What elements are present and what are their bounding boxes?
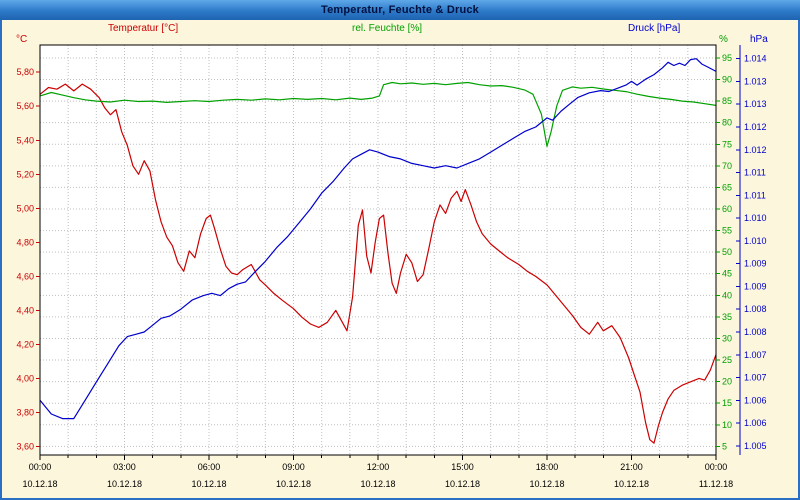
humidity-tick-label: 75 bbox=[722, 139, 732, 149]
humidity-tick-label: 20 bbox=[722, 377, 732, 387]
pressure-tick-label: 1.010 bbox=[744, 213, 767, 223]
pressure-tick-label: 1.010 bbox=[744, 236, 767, 246]
left-axis: 5,80 5,60 5,40 5,20 5,00 4,80 4,60 4,40 4,20 4,00… bbox=[16, 67, 40, 451]
humidity-tick-label: 65 bbox=[722, 182, 732, 192]
left-axis-unit-label: °C bbox=[16, 34, 28, 45]
pressure-tick-label: 1.008 bbox=[744, 327, 767, 337]
legend-pressure: Druck [hPa] bbox=[628, 23, 681, 34]
x-tick-date-label: 10.12.18 bbox=[529, 479, 564, 489]
humidity-tick-label: 60 bbox=[722, 204, 732, 214]
pressure-tick-label: 1.009 bbox=[744, 259, 767, 269]
x-tick-time-label: 00:00 bbox=[29, 462, 52, 472]
x-tick-time-label: 15:00 bbox=[451, 462, 474, 472]
left-tick-label: 4,80 bbox=[16, 237, 34, 247]
pressure-tick-label: 1.007 bbox=[744, 373, 767, 383]
right-axis-humidity: 95 90 85 80 75 70 65 60 55 50 45 40 35 30 25 20 15 10 5 bbox=[716, 53, 732, 451]
pressure-tick-label: 1.013 bbox=[744, 76, 767, 86]
left-tick-label: 3,80 bbox=[16, 407, 34, 417]
pressure-tick-label: 1.014 bbox=[744, 54, 767, 64]
legend-temperature: Temperatur [°C] bbox=[108, 23, 179, 34]
humidity-tick-label: 40 bbox=[722, 290, 732, 300]
left-tick-label: 4,20 bbox=[16, 339, 34, 349]
pressure-tick-label: 1.012 bbox=[744, 122, 767, 132]
pressure-tick-label: 1.007 bbox=[744, 350, 767, 360]
x-tick-date-label: 10.12.18 bbox=[360, 479, 395, 489]
window-title: Temperatur, Feuchte & Druck bbox=[320, 4, 479, 16]
x-tick-time-label: 21:00 bbox=[620, 462, 643, 472]
humidity-tick-label: 70 bbox=[722, 161, 732, 171]
pressure-tick-label: 1.006 bbox=[744, 395, 767, 405]
x-tick-time-label: 06:00 bbox=[198, 462, 221, 472]
pressure-tick-label: 1.008 bbox=[744, 304, 767, 314]
humidity-tick-label: 5 bbox=[722, 441, 727, 451]
pressure-tick-label: 1.009 bbox=[744, 281, 767, 291]
left-tick-label: 3,60 bbox=[16, 441, 34, 451]
gridlines bbox=[40, 45, 716, 455]
left-tick-label: 5,20 bbox=[16, 169, 34, 179]
humidity-tick-label: 10 bbox=[722, 420, 732, 430]
humidity-tick-label: 80 bbox=[722, 118, 732, 128]
humidity-tick-label: 85 bbox=[722, 96, 732, 106]
humidity-tick-label: 55 bbox=[722, 226, 732, 236]
x-axis: 00:00 10.12.18 03:00 10.12.18 06:00 10.12.18 0… bbox=[22, 455, 733, 489]
pressure-tick-label: 1.012 bbox=[744, 145, 767, 155]
legend-humidity: rel. Feuchte [%] bbox=[352, 23, 423, 34]
window-title-bar[interactable]: Temperatur, Feuchte & Druck bbox=[0, 0, 800, 20]
x-tick-time-label: 00:00 bbox=[705, 462, 728, 472]
x-tick-time-label: 12:00 bbox=[367, 462, 390, 472]
x-tick-date-label: 10.12.18 bbox=[445, 479, 480, 489]
humidity-tick-label: 45 bbox=[722, 269, 732, 279]
pressure-line bbox=[39, 58, 717, 420]
right-axis-pressure: 1.014 1.013 1.013 1.012 1.012 1.011 1.011 1.010… bbox=[736, 45, 767, 455]
pressure-tick-label: 1.005 bbox=[744, 441, 767, 451]
x-tick-time-label: 03:00 bbox=[113, 462, 136, 472]
x-tick-date-label: 10.12.18 bbox=[191, 479, 226, 489]
x-tick-date-label: 10.12.18 bbox=[614, 479, 649, 489]
x-tick-date-label: 10.12.18 bbox=[107, 479, 142, 489]
pressure-tick-label: 1.011 bbox=[744, 168, 766, 178]
pressure-tick-label: 1.011 bbox=[744, 190, 766, 200]
left-tick-label: 5,40 bbox=[16, 135, 34, 145]
left-tick-label: 5,80 bbox=[16, 67, 34, 77]
humidity-tick-label: 50 bbox=[722, 247, 732, 257]
humidity-tick-label: 25 bbox=[722, 355, 732, 365]
x-tick-time-label: 09:00 bbox=[282, 462, 305, 472]
humidity-tick-label: 15 bbox=[722, 398, 732, 408]
pressure-tick-label: 1.013 bbox=[744, 99, 767, 109]
left-tick-label: 4,00 bbox=[16, 373, 34, 383]
humidity-tick-label: 95 bbox=[722, 53, 732, 63]
humidity-tick-label: 35 bbox=[722, 312, 732, 322]
right-axis1-unit-label: % bbox=[719, 34, 728, 45]
left-tick-label: 5,00 bbox=[16, 203, 34, 213]
right-axis2-unit-label: hPa bbox=[750, 34, 768, 45]
left-tick-label: 5,60 bbox=[16, 101, 34, 111]
temperature-line bbox=[39, 83, 717, 444]
x-tick-date-label: 11.12.18 bbox=[699, 479, 733, 489]
pressure-tick-label: 1.006 bbox=[744, 418, 767, 428]
left-tick-label: 4,40 bbox=[16, 305, 34, 315]
x-tick-time-label: 18:00 bbox=[536, 462, 559, 472]
left-tick-label: 4,60 bbox=[16, 271, 34, 281]
x-tick-date-label: 10.12.18 bbox=[276, 479, 311, 489]
humidity-tick-label: 30 bbox=[722, 333, 732, 343]
humidity-tick-label: 90 bbox=[722, 75, 732, 85]
x-tick-date-label: 10.12.18 bbox=[22, 479, 57, 489]
humidity-line bbox=[39, 81, 717, 147]
